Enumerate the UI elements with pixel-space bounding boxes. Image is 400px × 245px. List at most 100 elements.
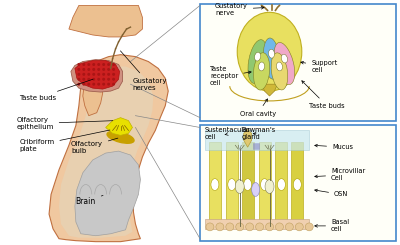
Ellipse shape — [244, 179, 252, 190]
Circle shape — [108, 64, 110, 65]
Circle shape — [83, 83, 85, 85]
Polygon shape — [69, 5, 142, 37]
Circle shape — [83, 69, 85, 70]
Circle shape — [305, 223, 313, 231]
Ellipse shape — [278, 179, 286, 190]
Circle shape — [276, 223, 284, 231]
Circle shape — [113, 78, 114, 80]
Ellipse shape — [265, 180, 274, 193]
Circle shape — [88, 74, 90, 75]
Ellipse shape — [235, 180, 244, 193]
Bar — [242, 142, 254, 226]
Circle shape — [93, 74, 94, 75]
Text: Olfactory
bulb: Olfactory bulb — [71, 138, 118, 154]
Circle shape — [88, 83, 90, 85]
Circle shape — [93, 78, 94, 80]
Bar — [209, 142, 221, 226]
Polygon shape — [59, 66, 153, 238]
Ellipse shape — [228, 179, 236, 190]
Text: Sustentacular
cell: Sustentacular cell — [205, 127, 251, 140]
Ellipse shape — [276, 62, 282, 71]
Ellipse shape — [248, 40, 267, 83]
Circle shape — [103, 83, 104, 85]
Bar — [205, 219, 309, 229]
Circle shape — [88, 78, 90, 80]
Circle shape — [108, 69, 110, 70]
Bar — [226, 142, 238, 226]
Circle shape — [113, 74, 114, 75]
Ellipse shape — [252, 183, 260, 196]
Circle shape — [103, 78, 104, 80]
Polygon shape — [244, 129, 252, 147]
Text: Taste
receptor
cell: Taste receptor cell — [210, 66, 251, 86]
Circle shape — [108, 78, 110, 80]
Ellipse shape — [260, 179, 268, 190]
Circle shape — [103, 69, 104, 70]
Circle shape — [206, 223, 214, 231]
Circle shape — [103, 64, 104, 65]
Text: Support
cell: Support cell — [301, 60, 338, 73]
Polygon shape — [49, 55, 168, 242]
Circle shape — [83, 64, 85, 65]
Polygon shape — [71, 60, 122, 92]
Text: Taste buds: Taste buds — [302, 81, 345, 109]
Bar — [291, 142, 303, 226]
Circle shape — [93, 64, 94, 65]
Ellipse shape — [268, 49, 274, 58]
Text: Oral cavity: Oral cavity — [240, 99, 276, 117]
Circle shape — [83, 74, 85, 75]
Circle shape — [98, 78, 100, 80]
Ellipse shape — [293, 179, 301, 190]
Circle shape — [98, 69, 100, 70]
Circle shape — [216, 223, 224, 231]
Circle shape — [83, 78, 85, 80]
Circle shape — [78, 83, 80, 85]
Ellipse shape — [281, 54, 288, 63]
Ellipse shape — [271, 53, 288, 90]
Ellipse shape — [237, 12, 302, 91]
Circle shape — [266, 223, 274, 231]
Circle shape — [78, 64, 80, 65]
Circle shape — [93, 69, 94, 70]
Text: Gustatory
nerves: Gustatory nerves — [120, 51, 167, 91]
Ellipse shape — [274, 42, 295, 85]
Text: Taste buds: Taste buds — [19, 79, 93, 101]
Ellipse shape — [258, 62, 264, 71]
Circle shape — [98, 83, 100, 85]
Circle shape — [113, 83, 114, 85]
Text: Gustatory
nerve: Gustatory nerve — [215, 3, 264, 16]
Polygon shape — [83, 83, 103, 116]
Ellipse shape — [263, 38, 280, 79]
Circle shape — [113, 69, 114, 70]
Bar — [276, 142, 287, 226]
Circle shape — [246, 223, 254, 231]
Bar — [205, 130, 309, 150]
FancyBboxPatch shape — [200, 124, 396, 241]
Polygon shape — [75, 61, 120, 89]
Circle shape — [108, 74, 110, 75]
Text: Cribriform
plate: Cribriform plate — [19, 130, 110, 152]
Circle shape — [98, 64, 100, 65]
Circle shape — [98, 74, 100, 75]
Circle shape — [108, 83, 110, 85]
Circle shape — [236, 223, 244, 231]
Circle shape — [93, 83, 94, 85]
Circle shape — [256, 223, 264, 231]
Circle shape — [286, 223, 293, 231]
Ellipse shape — [211, 179, 219, 190]
Text: Basal
cell: Basal cell — [315, 219, 349, 233]
Polygon shape — [106, 118, 132, 135]
Text: Microvillar
Cell: Microvillar Cell — [315, 168, 365, 181]
Circle shape — [295, 223, 303, 231]
FancyBboxPatch shape — [200, 4, 396, 121]
Polygon shape — [75, 151, 140, 236]
Circle shape — [113, 64, 114, 65]
Circle shape — [78, 78, 80, 80]
Circle shape — [103, 74, 104, 75]
Text: Brain: Brain — [76, 195, 103, 206]
Bar — [258, 142, 270, 226]
Circle shape — [78, 69, 80, 70]
Circle shape — [88, 64, 90, 65]
Polygon shape — [262, 84, 278, 96]
Ellipse shape — [254, 52, 261, 61]
